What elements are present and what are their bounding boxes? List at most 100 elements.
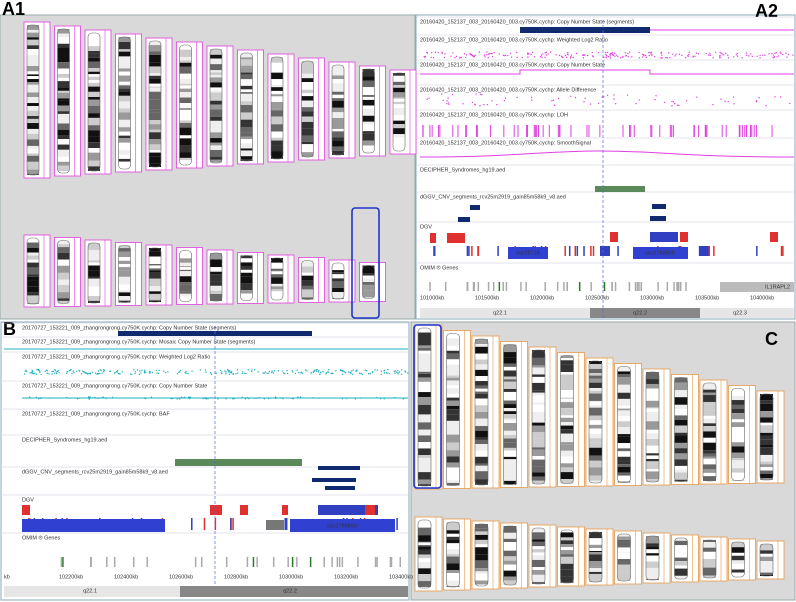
data-dot (149, 372, 151, 374)
centromere (616, 548, 632, 552)
chromosome-band (589, 424, 602, 429)
data-dot (317, 371, 320, 373)
chromosome-band (118, 112, 131, 120)
omim-tick (566, 282, 568, 291)
track-label: 20160420_152137_003_20160420_003.cy750K.… (420, 62, 605, 68)
omim-tick (603, 282, 606, 291)
omim-tick (62, 557, 64, 567)
data-dot (394, 372, 396, 374)
chromosome-band (446, 573, 460, 581)
data-dot (242, 371, 244, 373)
chromosome-outline (270, 56, 284, 160)
chromosome-band (446, 563, 460, 571)
chromosome-band (27, 92, 39, 98)
chromosome-band (617, 536, 631, 540)
chromosome-band (210, 54, 222, 59)
dgv-segment (240, 505, 248, 515)
data-dot (614, 55, 616, 57)
chromosome-band (731, 468, 745, 473)
chromosome-band (118, 127, 131, 132)
data-dot (606, 51, 609, 54)
chromosome-band (532, 459, 545, 467)
chromosome-band (560, 576, 574, 583)
chromosome-band (210, 271, 222, 275)
omim-tick (444, 282, 447, 291)
chromosome-band (475, 534, 488, 540)
data-dot (46, 369, 48, 372)
chromosome-band (118, 248, 131, 252)
data-dot (696, 96, 698, 98)
chromosome-outline (87, 242, 101, 304)
data-dot (483, 103, 485, 106)
chromosome-band (646, 429, 659, 434)
data-dot (296, 369, 298, 371)
data-dot (724, 52, 727, 54)
data-dot (204, 397, 207, 400)
gene (633, 247, 688, 259)
data-dot (365, 370, 368, 372)
chromosome-band (362, 133, 375, 141)
data-dot (609, 55, 611, 57)
chromosome-band (503, 418, 517, 421)
data-dot (592, 55, 594, 58)
chromosome-band (393, 81, 405, 86)
centromere (645, 549, 660, 553)
data-dot (719, 51, 721, 54)
chromosome-band (57, 135, 70, 140)
data-dot (78, 370, 81, 372)
chromosome-band (418, 377, 431, 385)
data-dot (286, 369, 288, 372)
data-dot (94, 396, 96, 399)
chromosome-band (674, 409, 688, 414)
omim-tick (357, 557, 359, 567)
chromosome-band (446, 434, 460, 443)
data-dot (541, 56, 543, 59)
data-dot (38, 398, 40, 400)
chromosome-band (301, 67, 314, 74)
chromosome-band (210, 156, 222, 160)
centromere (270, 91, 284, 95)
dgv-segment (698, 246, 701, 256)
chromosome-band (271, 116, 283, 125)
chromosome-band (210, 82, 222, 88)
chromosome-band (57, 29, 70, 34)
chromosome-band (57, 292, 70, 299)
data-dot (133, 369, 135, 371)
chromosome-band (532, 567, 545, 570)
chromosome-band (179, 284, 192, 292)
data-dot (655, 95, 657, 97)
data-dot (150, 396, 153, 398)
data-dot (570, 56, 572, 58)
data-dot (71, 372, 73, 375)
chromosome-band (418, 558, 431, 563)
chromosome-band (731, 547, 745, 555)
chromosome-band (503, 388, 517, 392)
omim-tick (336, 557, 339, 567)
chromosome-band (418, 406, 431, 415)
data-dot (675, 53, 677, 55)
chromosome-outline (118, 36, 131, 170)
data-dot (644, 54, 647, 56)
panel-label: A1 (2, 0, 25, 19)
data-dot (210, 396, 212, 399)
chromosome-band (503, 576, 517, 581)
chromosome-band (646, 379, 659, 384)
chromosome-band (760, 435, 773, 440)
chromosome-band (475, 343, 488, 347)
dgv-segment (477, 246, 480, 256)
chromosome-band (646, 561, 659, 568)
chromosome-outline (331, 262, 345, 300)
data-dot (360, 372, 362, 375)
chromosome-band (240, 150, 253, 157)
chromosome-band (446, 345, 460, 351)
chromosome-band (503, 407, 517, 412)
chromosome-band (27, 103, 39, 107)
centromere (417, 542, 432, 546)
band-label: q22.3 (733, 310, 747, 316)
chromosome-band (646, 372, 659, 380)
data-dot (171, 397, 174, 400)
chromosome-band (301, 73, 314, 79)
gene (266, 520, 284, 530)
data-dot (91, 371, 94, 374)
data-dot (613, 98, 615, 100)
